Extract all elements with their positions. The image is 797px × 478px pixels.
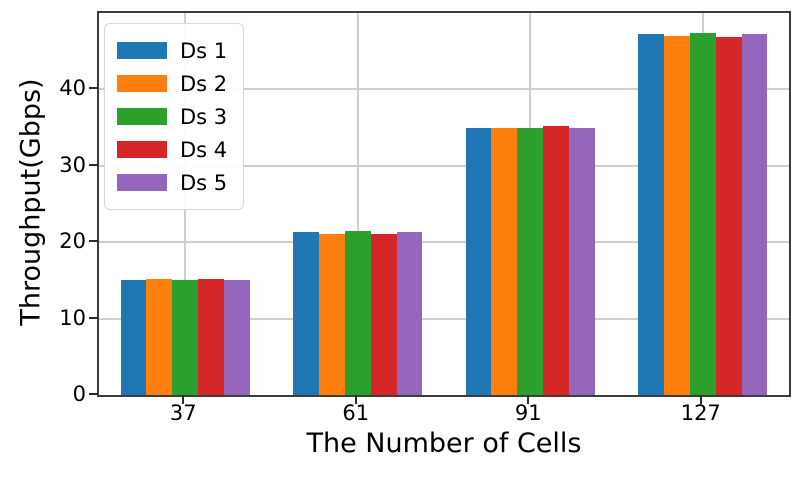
y-tick-mark-40: [89, 87, 98, 90]
x-axis-label: The Number of Cells: [306, 428, 582, 459]
bar-ds5-61: [396, 232, 423, 395]
gridline-y-30: [99, 164, 789, 167]
legend-swatch-ds-5: [117, 174, 167, 191]
legend-swatch-ds-4: [117, 141, 167, 158]
legend-label: Ds 5: [180, 170, 228, 195]
y-tick-label-10: 10: [59, 305, 86, 330]
y-tick-mark-0: [89, 393, 98, 395]
x-tick-mark-127: [699, 395, 702, 404]
gridline-y-10: [99, 317, 789, 320]
legend-label: Ds 1: [180, 38, 228, 63]
gridline-x-61: [356, 13, 359, 395]
x-tick-mark-37: [182, 395, 185, 404]
legend: Ds 1 Ds 2 Ds 3 Ds 4 Ds 5: [104, 23, 245, 210]
bar-ds1-61: [293, 232, 319, 395]
bar-ds5-127: [741, 34, 768, 395]
bar-ds1-91: [465, 128, 492, 395]
y-tick-mark-20: [89, 240, 98, 243]
gridline-y-20: [99, 241, 789, 244]
legend-item-ds-4: Ds 4: [117, 133, 227, 166]
legend-swatch-ds-2: [117, 75, 167, 92]
x-tick-label-127: 127: [680, 401, 721, 425]
bar-ds2-37: [146, 278, 173, 395]
legend-item-ds-2: Ds 2: [117, 67, 227, 100]
bar-ds4-91: [543, 126, 570, 395]
bar-ds3-61: [344, 230, 371, 395]
bar-ds1-37: [120, 279, 147, 395]
bar-ds1-127: [638, 33, 664, 395]
x-tick-label-91: 91: [514, 401, 542, 425]
x-tick-label-37: 37: [169, 401, 197, 425]
x-tick-label-61: 61: [342, 401, 370, 425]
y-tick-label-20: 20: [59, 229, 86, 254]
bar-ds3-91: [517, 128, 544, 395]
bar-ds4-37: [198, 278, 225, 395]
bar-ds3-37: [172, 279, 199, 395]
bar-ds3-127: [689, 32, 716, 395]
gridline-y-40: [99, 88, 789, 91]
plot-area: [97, 11, 791, 397]
bar-ds5-91: [569, 127, 595, 395]
bar-ds2-61: [318, 233, 345, 395]
legend-swatch-ds-1: [117, 42, 167, 59]
bar-ds2-127: [663, 35, 690, 395]
bar-ds2-91: [491, 128, 518, 395]
legend-item-ds-5: Ds 5: [117, 166, 227, 199]
legend-swatch-ds-3: [117, 108, 167, 125]
legend-item-ds-1: Ds 1: [117, 34, 227, 67]
bar-ds4-61: [370, 233, 397, 395]
y-axis-label: Throughput(Gbps): [15, 78, 47, 326]
legend-item-ds-3: Ds 3: [117, 100, 227, 133]
legend-label: Ds 3: [180, 104, 228, 129]
legend-label: Ds 2: [180, 71, 228, 96]
bar-ds4-127: [715, 37, 742, 395]
x-tick-mark-91: [527, 395, 530, 404]
y-tick-label-0: 0: [72, 382, 86, 406]
x-tick-mark-61: [354, 395, 357, 404]
y-tick-mark-10: [89, 316, 98, 319]
y-tick-label-40: 40: [59, 76, 86, 101]
y-tick-mark-30: [89, 163, 98, 166]
bar-ds5-37: [224, 280, 250, 395]
legend-label: Ds 4: [180, 137, 228, 162]
y-tick-label-30: 30: [59, 152, 86, 177]
